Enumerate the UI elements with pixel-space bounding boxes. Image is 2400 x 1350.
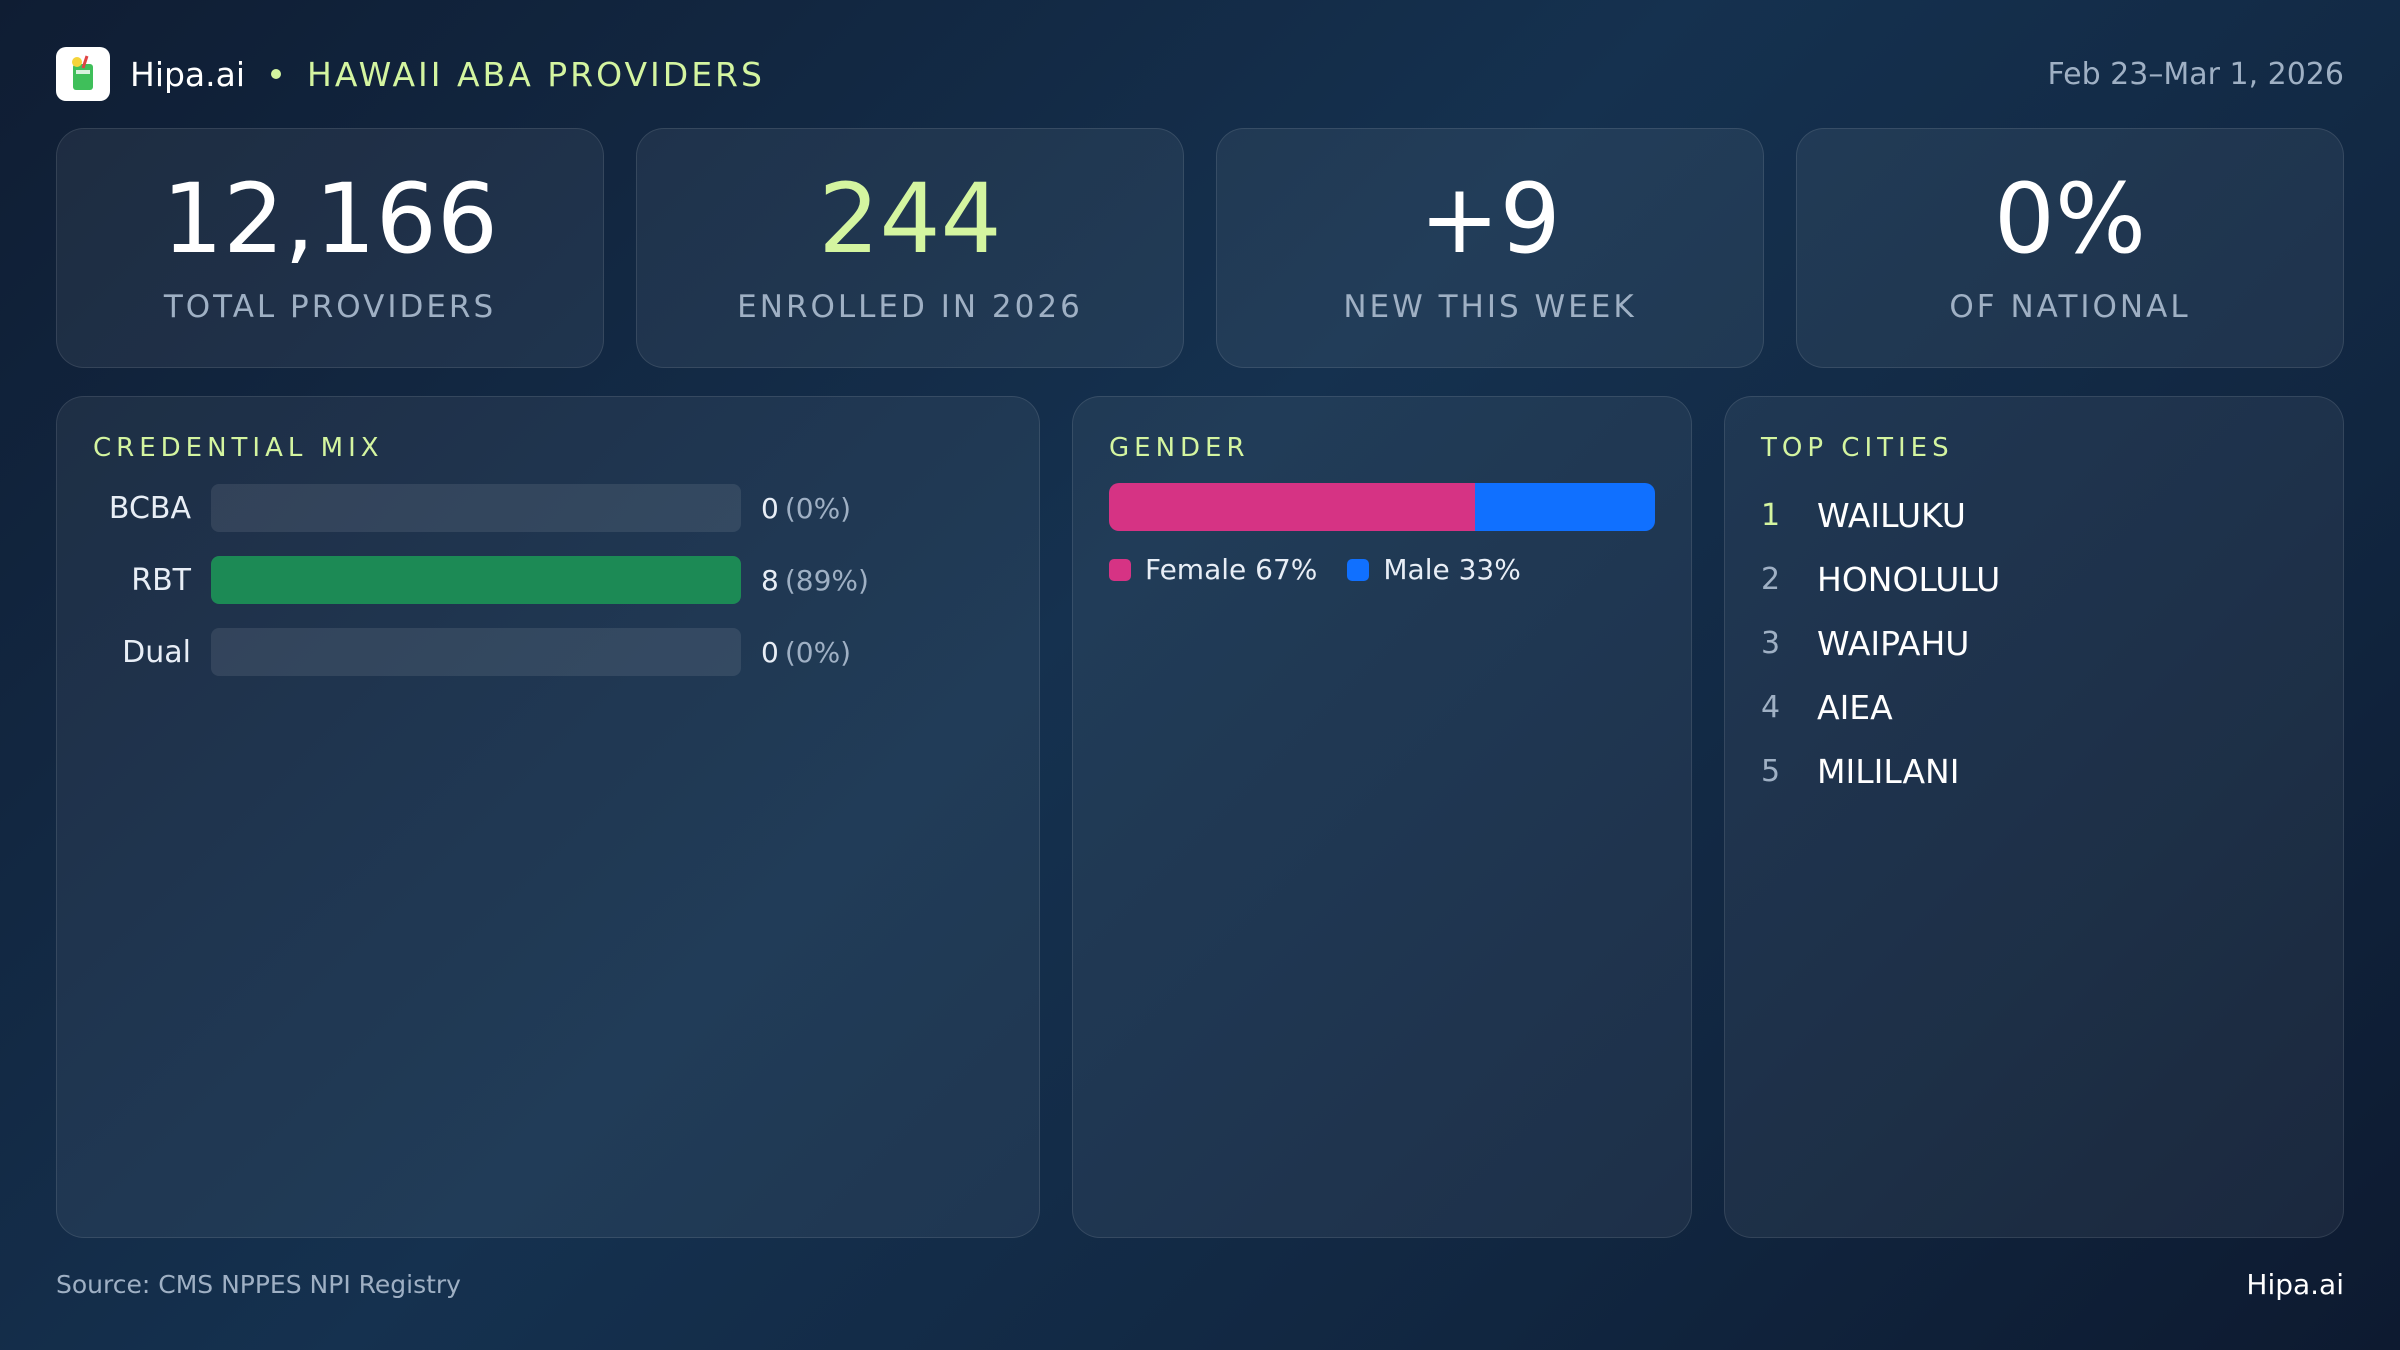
credential-bar-track bbox=[211, 556, 741, 604]
stat-value: 244 bbox=[818, 163, 1002, 275]
city-rank: 1 bbox=[1761, 497, 1781, 533]
date-range: Feb 23–Mar 1, 2026 bbox=[2047, 56, 2344, 92]
city-rank: 4 bbox=[1761, 689, 1781, 725]
header: Hipa.ai HAWAII ABA PROVIDERS Feb 23–Mar … bbox=[56, 46, 2344, 102]
legend-item-male: Male 33% bbox=[1347, 553, 1521, 586]
gender-bar bbox=[1109, 483, 1655, 531]
city-name: MILILANI bbox=[1817, 751, 1960, 791]
brand-name: Hipa.ai bbox=[130, 54, 246, 94]
gender-bar-female bbox=[1109, 483, 1475, 531]
report-title: HAWAII ABA PROVIDERS bbox=[307, 54, 765, 94]
legend-swatch bbox=[1109, 558, 1131, 581]
credential-value: 0 (0%) bbox=[761, 491, 852, 525]
cocktail-icon bbox=[56, 47, 110, 101]
top-cities-panel: TOP CITIES 1 WAILUKU 2 HONOLULU 3 WAIPAH… bbox=[1724, 396, 2344, 1238]
stat-card-enrolled: 244 ENROLLED IN 2026 bbox=[636, 128, 1184, 368]
city-rank: 3 bbox=[1761, 625, 1781, 661]
credential-value: 8 (89%) bbox=[761, 563, 869, 597]
city-name: HONOLULU bbox=[1817, 559, 2001, 599]
stat-label: ENROLLED IN 2026 bbox=[737, 289, 1083, 325]
city-rank: 5 bbox=[1761, 753, 1781, 789]
panel-title: GENDER bbox=[1109, 433, 1250, 463]
source-note: Source: CMS NPPES NPI Registry bbox=[56, 1270, 461, 1299]
credential-mix-panel: CREDENTIAL MIX BCBA 0 (0%) RBT 8 (89%) Dua… bbox=[56, 396, 1040, 1238]
panel-title: TOP CITIES bbox=[1761, 433, 1954, 463]
list-item: 3 WAIPAHU bbox=[1761, 611, 2307, 675]
legend-item-female: Female 67% bbox=[1109, 553, 1317, 586]
stat-value: +9 bbox=[1419, 163, 1561, 275]
stat-label: TOTAL PROVIDERS bbox=[163, 289, 497, 325]
stat-label: OF NATIONAL bbox=[1949, 289, 2191, 325]
stat-label: NEW THIS WEEK bbox=[1343, 289, 1637, 325]
stat-value: 0% bbox=[1993, 163, 2147, 275]
credential-row-rbt: RBT 8 (89%) bbox=[93, 555, 1003, 605]
gender-legend: Female 67% Male 33% bbox=[1109, 553, 1655, 586]
stat-card-of-national: 0% OF NATIONAL bbox=[1796, 128, 2344, 368]
credential-label: Dual bbox=[122, 634, 191, 670]
footer-brand: Hipa.ai bbox=[2246, 1268, 2344, 1301]
list-item: 4 AIEA bbox=[1761, 675, 2307, 739]
stat-card-new-this-week: +9 NEW THIS WEEK bbox=[1216, 128, 1764, 368]
gender-panel: GENDER Female 67% Male 33% bbox=[1072, 396, 1692, 1238]
separator-dot bbox=[271, 69, 282, 79]
gender-bar-male bbox=[1474, 483, 1655, 531]
stat-value: 12,166 bbox=[162, 163, 498, 275]
credential-label: BCBA bbox=[108, 490, 191, 526]
credential-row-dual: Dual 0 (0%) bbox=[93, 627, 1003, 677]
stats-row: 12,166 TOTAL PROVIDERS 244 ENROLLED IN 2… bbox=[56, 128, 2344, 368]
credential-bar-track bbox=[211, 628, 741, 676]
legend-swatch bbox=[1347, 558, 1370, 581]
credential-bar-track bbox=[211, 484, 741, 532]
credential-label: RBT bbox=[131, 562, 191, 598]
credential-value: 0 (0%) bbox=[761, 635, 852, 669]
stat-card-total-providers: 12,166 TOTAL PROVIDERS bbox=[56, 128, 604, 368]
list-item: 1 WAILUKU bbox=[1761, 483, 2307, 547]
credential-bar-fill bbox=[211, 556, 741, 604]
city-name: WAILUKU bbox=[1817, 495, 1966, 535]
panel-title: CREDENTIAL MIX bbox=[93, 433, 384, 463]
city-name: WAIPAHU bbox=[1817, 623, 1970, 663]
list-item: 2 HONOLULU bbox=[1761, 547, 2307, 611]
legend-label: Female 67% bbox=[1145, 553, 1318, 586]
list-item: 5 MILILANI bbox=[1761, 739, 2307, 803]
city-name: AIEA bbox=[1817, 687, 1893, 727]
city-rank: 2 bbox=[1761, 561, 1781, 597]
legend-label: Male 33% bbox=[1383, 553, 1521, 586]
credential-row-bcba: BCBA 0 (0%) bbox=[93, 483, 1003, 533]
